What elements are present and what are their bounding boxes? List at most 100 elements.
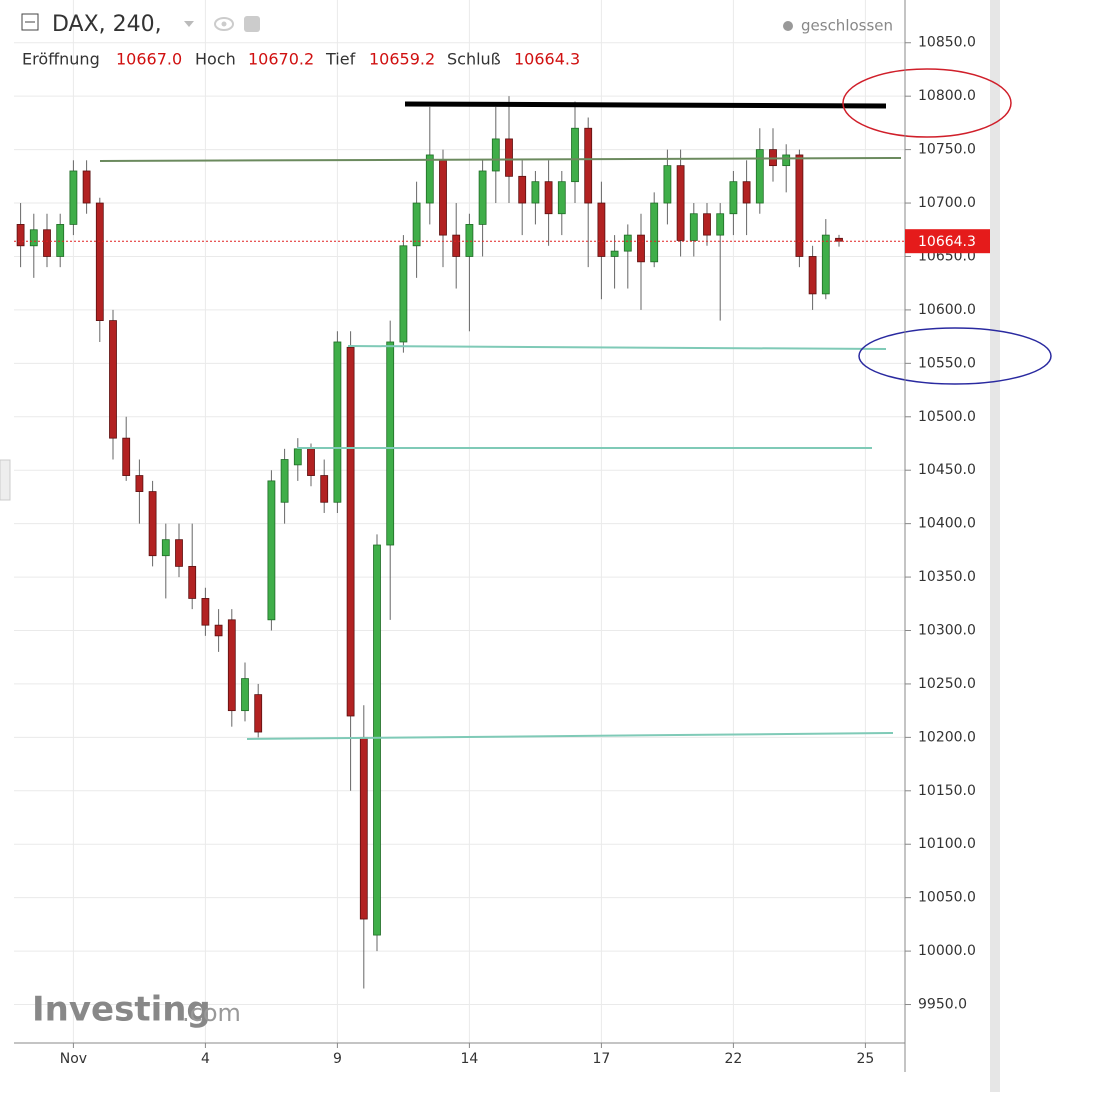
x-tick-label: 9 xyxy=(333,1051,342,1067)
candle-body xyxy=(623,234,632,252)
candle-body xyxy=(571,127,579,183)
drawn-line xyxy=(347,345,887,350)
y-tick-label: 10600.0 xyxy=(918,302,976,318)
candle-body xyxy=(439,159,447,236)
drawn-line xyxy=(99,157,902,162)
x-tick-label: 17 xyxy=(592,1051,610,1067)
candle-body xyxy=(531,181,540,204)
high-value: 10670.2 xyxy=(248,50,314,69)
candle-body xyxy=(188,565,197,599)
drawn-line xyxy=(404,101,887,109)
candle-body xyxy=(307,448,315,476)
axis-labels: 9950.0 10000.0 10050.0 10100.0 10150.0 10200.… xyxy=(60,35,990,1067)
dropdown-icon[interactable] xyxy=(184,21,194,27)
y-tick-label: 10150.0 xyxy=(918,783,976,799)
candle-body xyxy=(320,475,329,503)
candle-body xyxy=(742,181,751,204)
candle-body xyxy=(584,127,593,204)
watermark: Investing xyxy=(32,990,211,1030)
high-label: Hoch xyxy=(195,50,236,69)
candle-body xyxy=(109,320,117,439)
y-tick-label: 10550.0 xyxy=(918,355,976,371)
candle-body xyxy=(755,149,764,204)
scroll-strip xyxy=(990,0,1000,1092)
candle-body xyxy=(175,539,183,567)
highlight-ellipse xyxy=(842,68,1012,138)
side-handle[interactable] xyxy=(0,459,11,501)
low-value: 10659.2 xyxy=(369,50,435,69)
candle-body xyxy=(610,250,619,257)
open-label: Eröffnung xyxy=(22,50,100,69)
y-tick-label: 10500.0 xyxy=(918,409,976,425)
candle-body xyxy=(716,213,725,236)
eye-icon xyxy=(221,21,227,27)
candle-body xyxy=(161,539,170,557)
status-dot xyxy=(783,21,793,31)
candle-body xyxy=(478,170,487,225)
candle-body xyxy=(82,170,91,204)
candle-body xyxy=(491,138,500,172)
y-tick-label: 10250.0 xyxy=(918,676,976,692)
y-tick-label: 10400.0 xyxy=(918,516,976,532)
candle-body xyxy=(293,448,302,466)
last-price-tag xyxy=(905,229,990,254)
candle-body xyxy=(43,229,51,257)
candle-body xyxy=(280,459,289,503)
candle-body xyxy=(56,224,65,257)
candle-body xyxy=(729,181,738,215)
candle-body xyxy=(359,736,368,920)
candle-body xyxy=(29,229,38,247)
candle-body xyxy=(557,181,566,215)
candle-body xyxy=(465,224,474,257)
candle-body xyxy=(201,598,210,626)
settings-icon[interactable] xyxy=(244,16,260,32)
candle-body xyxy=(703,213,711,236)
close-value: 10664.3 xyxy=(514,50,580,69)
candle-body xyxy=(135,475,144,492)
candle-body xyxy=(148,491,157,557)
candle-body xyxy=(95,202,104,321)
candle-body xyxy=(241,678,249,712)
x-tick-label: 25 xyxy=(856,1051,874,1067)
candle-body xyxy=(795,154,804,257)
x-tick-label: 4 xyxy=(201,1051,210,1067)
candle-body xyxy=(518,175,527,204)
close-label: Schluß xyxy=(447,50,501,69)
candle-body xyxy=(227,619,236,712)
y-tick-label: 10700.0 xyxy=(918,195,976,211)
x-tick-label: 14 xyxy=(460,1051,478,1067)
highlight-ellipse xyxy=(858,327,1052,385)
candle-body xyxy=(505,138,513,177)
y-tick-label: 10850.0 xyxy=(918,35,976,51)
candle-body xyxy=(637,234,645,263)
y-tick-label: 10050.0 xyxy=(918,890,976,906)
candle-body xyxy=(782,154,791,167)
candle-body xyxy=(597,202,606,257)
x-tick-label: Nov xyxy=(60,1051,87,1067)
drawn-line xyxy=(246,732,894,740)
eye-icon[interactable] xyxy=(214,17,234,31)
candle-body xyxy=(663,165,672,204)
candle-body xyxy=(69,170,78,225)
candle-body xyxy=(373,544,381,936)
candle-body xyxy=(16,224,25,247)
y-tick-label: 10800.0 xyxy=(918,88,976,104)
candle-body xyxy=(214,624,223,637)
y-tick-label: 10000.0 xyxy=(918,943,976,959)
candle-body xyxy=(425,154,434,204)
y-tick-label: 10750.0 xyxy=(918,142,976,158)
candle-body xyxy=(452,234,461,257)
candle-body xyxy=(544,181,553,215)
candle-body xyxy=(412,202,421,247)
candle-body xyxy=(650,202,659,263)
candle-body xyxy=(333,341,342,503)
last-price-label: 10664.3 xyxy=(918,234,976,250)
candles xyxy=(14,96,905,989)
candle-body xyxy=(676,165,685,241)
candle-body xyxy=(346,346,355,717)
x-tick-label: 22 xyxy=(724,1051,742,1067)
candle-body xyxy=(689,213,698,241)
open-value: 10667.0 xyxy=(116,50,182,69)
y-tick-label: 10300.0 xyxy=(918,623,976,639)
